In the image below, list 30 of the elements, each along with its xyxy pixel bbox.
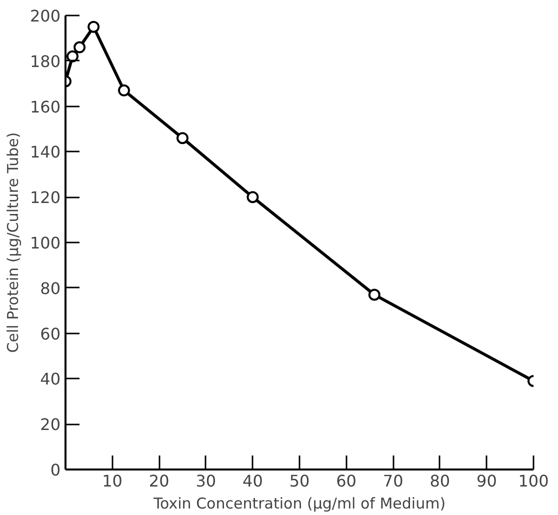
point: [118, 84, 130, 96]
x-tick-label: 100: [518, 472, 549, 490]
y-tick-label: 180: [30, 52, 61, 71]
point: [246, 191, 259, 204]
y-tick-label: 120: [30, 188, 61, 208]
x-tick-label: 70: [382, 472, 404, 490]
x-tick-label: 60: [336, 472, 356, 490]
point: [74, 41, 86, 54]
point: [88, 20, 100, 33]
point: [368, 288, 380, 301]
y-tick-label: 0: [50, 460, 61, 480]
x-tick-label: 10: [102, 472, 122, 490]
y-tick-label: 80: [40, 278, 60, 298]
y-tick-label: 160: [30, 97, 61, 116]
y-tick-label: 100: [30, 234, 61, 252]
y-tick-label: 60: [40, 324, 60, 344]
y-tick-label: 140: [30, 142, 61, 162]
x-tick-label: 40: [242, 472, 263, 490]
point: [66, 50, 79, 62]
point: [176, 132, 188, 144]
y-tick-label: 20: [40, 415, 60, 434]
x-tick-label: 90: [476, 472, 497, 490]
x-tick-label: 50: [289, 472, 310, 490]
x-tick-label: 80: [430, 472, 450, 490]
x-tick-label: 20: [148, 472, 170, 490]
y-axis-title: Cell Protein (μg/Culture Tube): [4, 132, 22, 353]
y-tick-label: 200: [30, 6, 61, 26]
x-axis-title: Toxin Concentration (μg/ml of Medium): [152, 494, 446, 512]
x-tick-label: 30: [196, 472, 216, 490]
y-tick-label: 40: [40, 370, 60, 389]
